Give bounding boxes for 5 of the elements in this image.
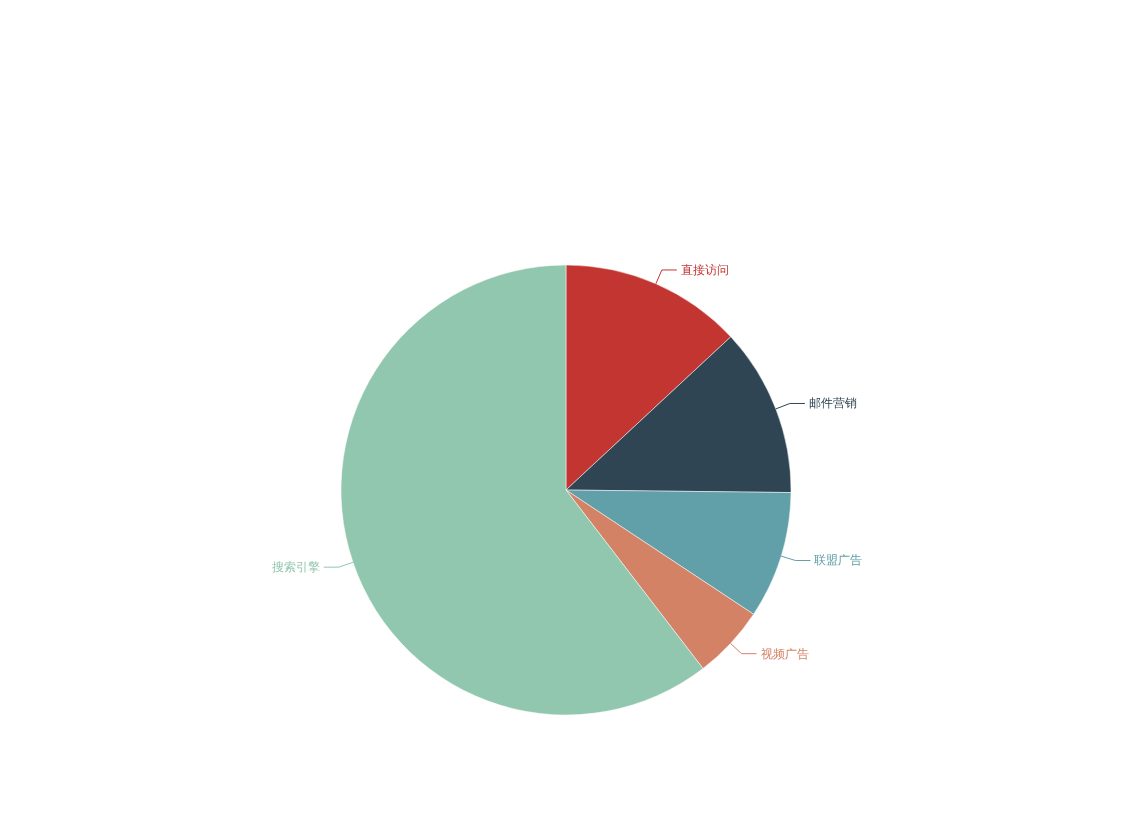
slice-label: 联盟广告 [814,553,863,568]
slice-label: 直接访问 [680,262,729,277]
slice-label: 邮件营销 [808,396,857,411]
slice-label: 搜索引擎 [271,560,320,575]
slice-label: 视频广告 [760,646,809,661]
